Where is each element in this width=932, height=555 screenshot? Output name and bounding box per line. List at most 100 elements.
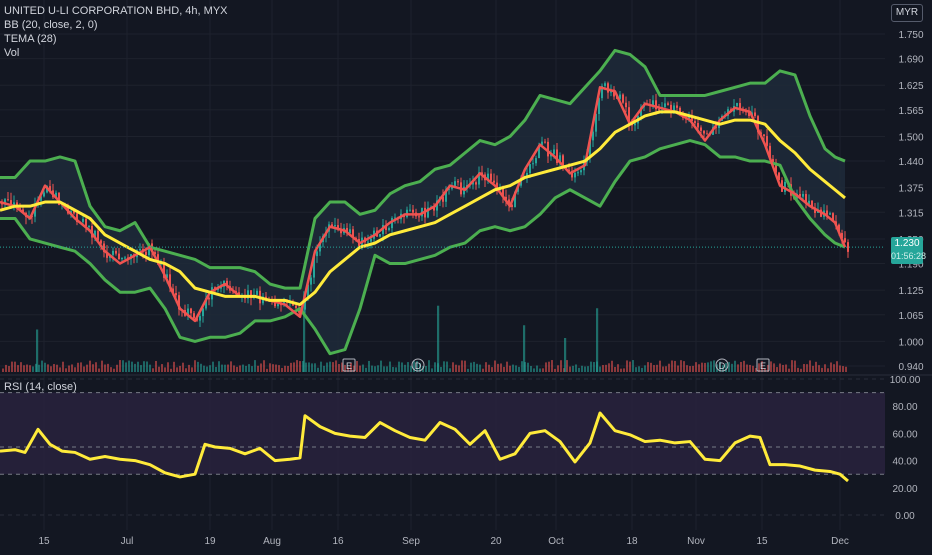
y-tick-label: 1.690 [898,55,923,66]
volume-bar [788,368,790,372]
volume-bar [296,360,298,372]
volume-bar [239,365,241,372]
volume-bar [281,367,283,372]
volume-bar [122,360,124,372]
volume-bar [110,367,112,372]
volume-bar [74,367,76,372]
rsi-legend[interactable]: RSI (14, close) [4,381,77,393]
rsi-line [0,411,849,483]
volume-bar [494,360,496,372]
candle-body [457,181,459,183]
candle-body [841,233,843,239]
volume-bar [392,366,394,372]
bb-fill [0,50,845,354]
candle-body [535,158,537,164]
candle-body [313,256,315,278]
candle-body [178,295,180,310]
candle-body [754,112,756,117]
volume-bar [323,365,325,372]
volume-bar [386,366,388,372]
rsi-y-tick-label: 20.00 [892,484,917,495]
volume-bar [749,364,751,372]
volume-bar [584,366,586,372]
candle-body [100,240,102,244]
volume-bar [629,361,631,372]
indicator-tema-label[interactable]: TEMA (28) [4,33,57,45]
volume-bar [410,365,412,372]
candle-body [106,252,108,258]
indicator-vol-label[interactable]: Vol [4,47,20,59]
candle-body [352,229,354,238]
candle-body [367,241,369,243]
candle-body [694,121,696,124]
volume-bar [158,366,160,372]
volume-bar [725,363,727,372]
volume-bar [830,362,832,372]
x-tick-label: 20 [490,536,502,547]
chart-legend: UNITED U-LI CORPORATION BHD, 4h, MYX BB … [4,4,228,60]
volume-bar [542,368,544,372]
volume-bar [815,361,817,372]
volume-bar [728,362,730,372]
volume-bar [374,366,376,372]
candle-body [385,225,387,231]
candle-body [529,164,531,173]
volume-bar [560,360,562,372]
volume-bar [80,362,82,372]
volume-bar [833,364,835,372]
volume-bar [251,366,253,372]
y-tick-label: 1.375 [898,184,923,195]
volume-bar [152,368,154,372]
candle-body [40,196,42,201]
volume-bar [36,329,39,372]
candle-body [49,186,51,191]
volume-bar [335,360,337,372]
candle-body [190,308,192,314]
volume-bar [638,366,640,372]
candle-body [145,251,147,256]
volume-bar [179,365,181,372]
volume-bar [626,360,628,372]
volume-bar [5,364,7,372]
indicator-bb-label[interactable]: BB (20, close, 2, 0) [4,19,98,31]
volume-bar [530,365,532,372]
volume-bar [65,368,67,372]
candle-body [676,105,678,108]
candle-body [70,210,72,214]
candle-body [349,229,351,234]
volume-bar [770,361,772,372]
volume-bar [731,363,733,372]
candle-body [778,172,780,181]
y-tick-label: 1.315 [898,208,923,219]
volume-bar [632,360,634,372]
volume-bar [347,367,349,372]
volume-bar [395,367,397,372]
volume-bar [29,365,31,372]
volume-bar [428,360,430,372]
volume-bar [578,367,580,372]
volume-bar [683,361,685,372]
candle-body [541,141,543,146]
candle-body [247,290,249,299]
candle-body [829,213,831,215]
candle-body [763,134,765,137]
volume-bar [680,360,682,372]
volume-bar [317,367,319,372]
volume-bar [101,360,103,372]
volume-bar [566,360,568,372]
volume-bar [119,360,121,372]
candle-body [670,104,672,112]
volume-bar [362,364,364,372]
symbol-title[interactable]: UNITED U-LI CORPORATION BHD, 4h, MYX [4,5,228,17]
x-tick-label: 15 [38,536,50,547]
volume-bar [467,368,469,372]
volume-bar [647,362,649,372]
volume-bar [143,361,145,372]
candle-body [250,290,252,299]
volume-bar [149,364,151,372]
currency-badge[interactable]: MYR [891,4,923,22]
y-tick-label: 1.500 [898,132,923,143]
candle-body [598,98,600,114]
